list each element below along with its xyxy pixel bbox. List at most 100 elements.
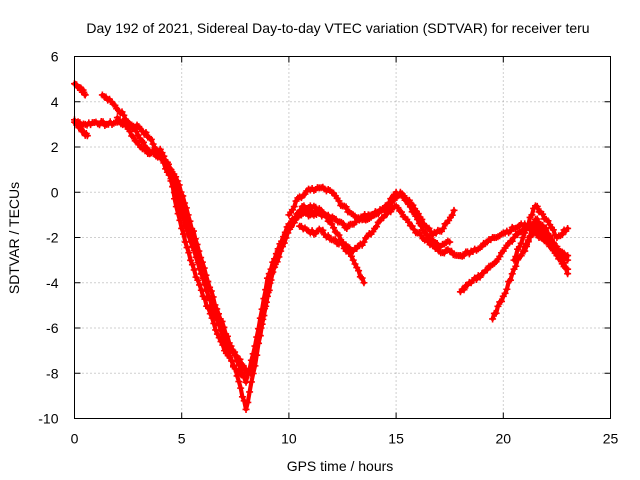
data-point [219,328,227,336]
data-point [372,223,380,231]
data-point [196,259,204,267]
data-point [385,199,393,207]
data-point [417,222,425,230]
data-point [328,220,336,228]
data-point [512,262,520,270]
data-point [212,326,220,334]
data-point [206,310,214,318]
data-point [183,244,191,252]
data-point [508,237,516,245]
data-point [185,221,193,229]
x-tick-label: 10 [281,431,297,447]
data-point [185,249,193,257]
data-point [548,235,556,243]
data-point [244,398,252,406]
data-point [213,330,221,338]
data-point [258,305,266,313]
data-point [226,343,234,351]
data-point [506,227,514,235]
data-point [399,192,407,200]
data-point [176,216,184,224]
series-track-8 [297,224,366,285]
data-point [564,265,572,273]
data-point [267,265,275,273]
data-point [132,128,140,136]
data-point [205,304,212,312]
y-tick-label: -2 [46,230,59,246]
data-point [564,224,572,232]
data-point [539,210,547,218]
data-point [280,235,288,243]
data-point [169,173,177,181]
data-point [222,335,230,343]
data-point [147,135,155,143]
data-point [483,266,491,274]
data-point [510,256,518,264]
data-point [351,260,359,268]
data-point [460,286,468,294]
data-point [256,314,264,322]
data-point [533,202,541,210]
y-tick-label: 4 [51,94,59,110]
tick-layer [74,56,611,419]
y-tick-label: -10 [38,411,58,427]
data-point [126,127,134,135]
data-point [188,261,196,269]
data-point [374,209,382,217]
data-point [199,274,207,282]
data-point [129,133,137,141]
data-point [238,393,246,401]
data-point [179,204,187,212]
data-point [339,240,346,248]
data-point [179,230,187,238]
data-point [521,247,529,255]
label-layer: 0 5 10 15 20 25 -10 -8 -6 -4 -2 0 2 4 6 [38,49,618,447]
data-point [422,230,430,238]
data-point [347,252,355,260]
data-point [512,253,520,261]
data-point [521,229,529,237]
data-point [240,397,248,405]
data-point [192,246,200,254]
y-tick-label: 0 [51,184,59,200]
data-point [558,231,566,239]
data-point [489,315,497,323]
data-point [255,325,263,333]
data-point [246,365,254,373]
data-point [246,388,254,396]
data-point [564,256,572,264]
data-point [324,232,332,240]
data-point [169,183,177,191]
data-point [427,228,435,236]
data-point [450,206,458,214]
data-point [460,252,468,260]
data-point [283,228,291,236]
data-point [187,226,195,234]
data-point [190,266,198,274]
data-point [265,270,273,278]
y-tick-label: 2 [51,139,59,155]
data-point [439,224,447,232]
data-point [524,238,532,246]
y-tick-label: -4 [46,275,59,291]
data-point [335,231,343,239]
data-point [247,356,255,364]
data-point [160,152,168,160]
data-point [414,215,422,223]
data-point [290,203,298,211]
y-tick-label: -6 [46,320,59,336]
data-point [262,286,270,294]
data-point [242,405,250,413]
data-point [494,302,502,310]
data-point [188,234,196,241]
data-point [523,242,531,250]
data-point [331,236,339,244]
data-point [167,166,175,174]
data-point [174,188,182,196]
data-point [83,132,91,140]
x-tick-label: 5 [178,431,186,447]
chart-title: Day 192 of 2021, Sidereal Day-to-day VTE… [86,20,589,36]
data-point [231,351,239,359]
data-point [197,269,205,277]
data-point [237,384,245,392]
